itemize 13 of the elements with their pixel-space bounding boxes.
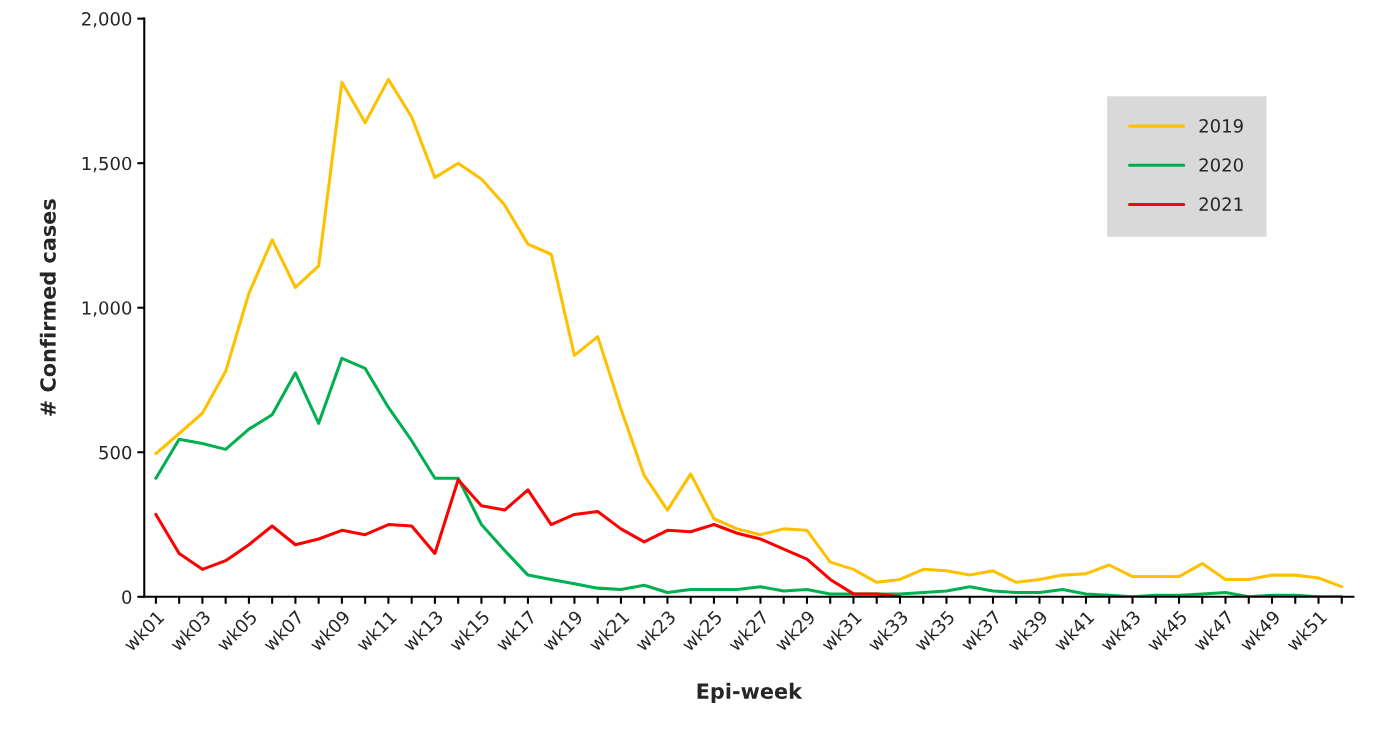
line-series <box>154 478 902 597</box>
y-axis-title: # Confirmed cases <box>39 199 56 416</box>
line-series <box>154 356 1344 597</box>
line-series <box>154 77 1344 589</box>
legend-label: 2019 <box>1199 119 1243 133</box>
y-tick-label: 1,500 <box>82 156 132 173</box>
y-tick-label: 500 <box>99 445 132 460</box>
y-tick-label: 2,000 <box>82 12 132 28</box>
legend-label: 2021 <box>1199 197 1243 211</box>
legend-label: 2020 <box>1199 158 1243 172</box>
x-axis-title: Epi-week <box>697 682 803 703</box>
y-tick-label: 1,000 <box>82 301 132 317</box>
y-tick-label: 0 <box>122 590 132 604</box>
